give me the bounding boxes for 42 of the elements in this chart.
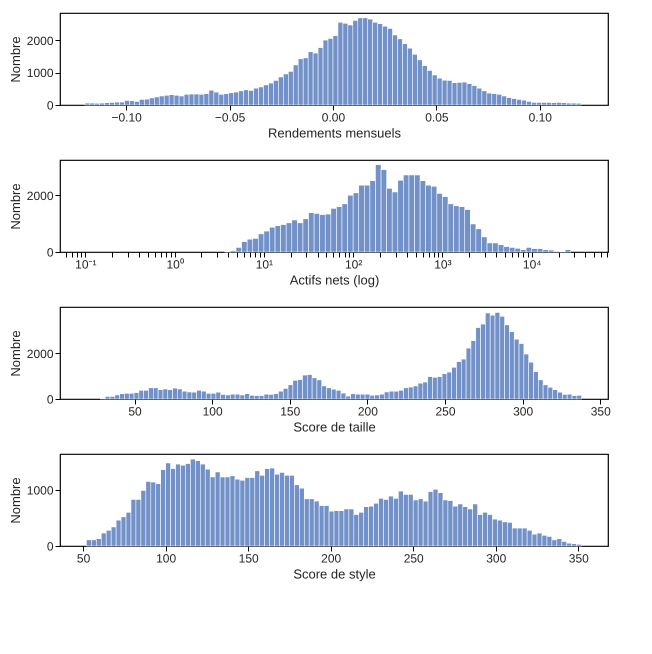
x-tick-label: 0.05 <box>425 110 449 124</box>
x-tick-label: 350 <box>590 404 612 418</box>
x-tick-label: 0.10 <box>528 110 552 124</box>
x-tick-label: 150 <box>280 404 301 418</box>
x-tick-label: 10⁰ <box>166 258 184 272</box>
y-tick-label: 0 <box>46 392 54 406</box>
y-tick-label: 1000 <box>26 66 54 80</box>
x-tick-label: 300 <box>513 404 534 418</box>
x-tick-label: 200 <box>358 404 378 418</box>
x-tick-label: 300 <box>486 552 507 566</box>
y-tick-label: 0 <box>46 540 54 554</box>
x-axis-title: Actifs nets (log) <box>290 272 380 288</box>
x-tick-label: 10² <box>344 258 362 272</box>
x-tick-label: 50 <box>128 404 142 418</box>
y-axis-title: Nombre <box>8 36 23 83</box>
x-tick-label: 50 <box>76 552 91 566</box>
x-tick-label: 250 <box>435 404 456 418</box>
y-axis-title: Nombre <box>8 330 23 377</box>
x-tick-label: 100 <box>202 404 223 418</box>
x-axis-title: Rendements mensuels <box>268 126 402 140</box>
x-tick-label: 150 <box>238 552 259 566</box>
x-tick-label: 10⁻¹ <box>75 258 97 272</box>
x-tick-label: 0.00 <box>322 110 346 124</box>
x-tick-label: 200 <box>321 552 342 566</box>
x-tick-label: 250 <box>404 552 424 566</box>
x-tick-label: 10³ <box>434 258 452 272</box>
y-axis-title: Nombre <box>8 477 23 524</box>
x-tick-label: 350 <box>568 552 590 566</box>
y-tick-label: 0 <box>46 98 54 112</box>
x-axis-title: Score de style <box>293 566 376 582</box>
y-tick-label: 2000 <box>26 346 54 361</box>
y-tick-label: 2000 <box>26 34 54 48</box>
x-tick-label: 100 <box>156 552 176 566</box>
y-axis-title: Nombre <box>8 183 23 230</box>
x-tick-label: −0.05 <box>214 110 246 124</box>
x-tick-label: 10¹ <box>256 258 274 272</box>
x-axis-title: Score de taille <box>293 420 376 434</box>
y-tick-label: 1000 <box>26 483 54 498</box>
y-tick-label: 2000 <box>26 188 54 203</box>
x-tick-label: 10⁴ <box>522 258 542 272</box>
y-tick-label: 0 <box>46 246 54 260</box>
x-tick-label: −0.10 <box>111 110 142 124</box>
